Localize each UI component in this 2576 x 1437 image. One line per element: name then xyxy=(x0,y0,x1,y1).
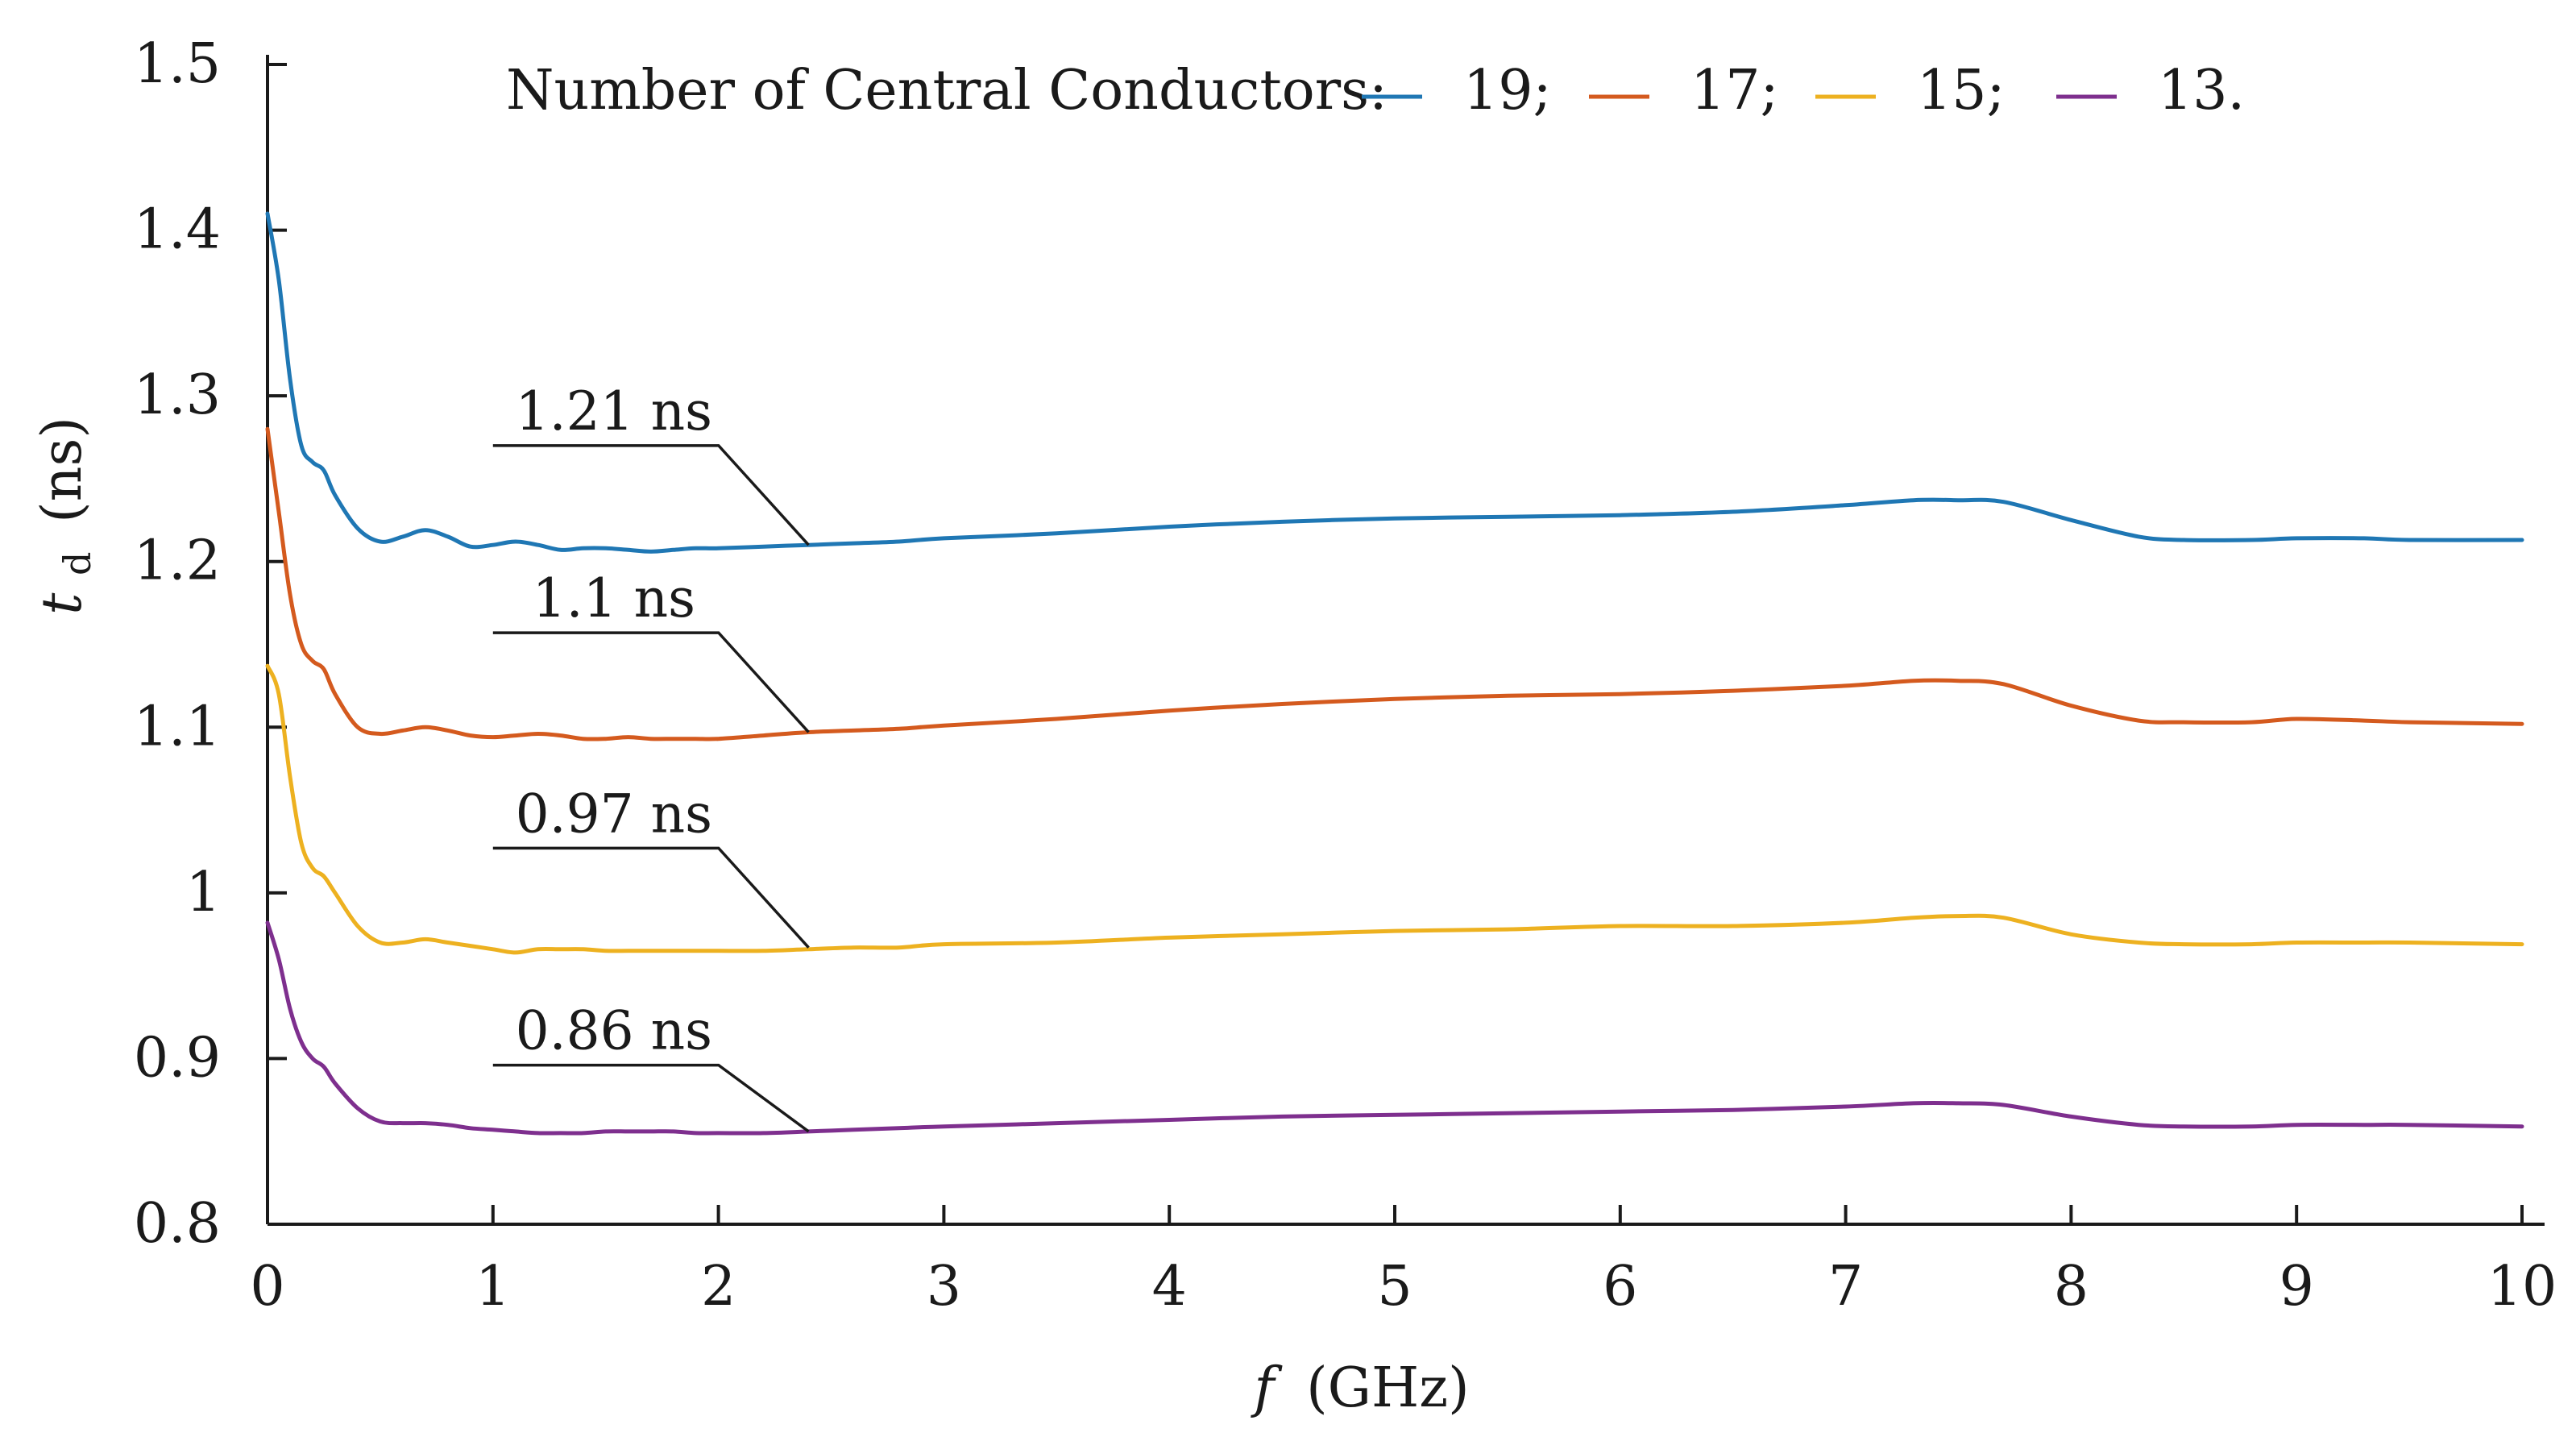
annotation-leader xyxy=(492,444,810,546)
y-tick-label: 1 xyxy=(186,861,221,924)
y-tick-label: 1.4 xyxy=(134,198,221,262)
series-line-15 xyxy=(265,663,2524,955)
annotation-leader xyxy=(492,846,810,949)
x-tick-label: 0 xyxy=(250,1255,284,1319)
y-axis-label: t d (ns) xyxy=(31,417,104,615)
annotation-label: 1.21 ns xyxy=(516,380,712,442)
x-tick-label: 2 xyxy=(701,1255,736,1319)
annotation-label: 0.86 ns xyxy=(516,1000,712,1062)
x-tick-label: 9 xyxy=(2279,1255,2314,1319)
series-line-17 xyxy=(265,426,2524,741)
y-axis-var: t xyxy=(31,592,94,615)
x-tick-label: 6 xyxy=(1603,1255,1637,1319)
y-tick-label: 1.5 xyxy=(134,32,221,96)
series-line-19 xyxy=(265,211,2524,554)
y-tick-label: 0.8 xyxy=(134,1192,221,1256)
axes xyxy=(266,55,2545,1226)
legend-label-17: 17; xyxy=(1690,59,1778,123)
x-tick-label: 7 xyxy=(1828,1255,1863,1319)
legend: Number of Central Conductors: 19; 17; 15; 1… xyxy=(506,59,2245,123)
x-tick-label: 1 xyxy=(475,1255,510,1319)
annotations: 1.21 ns 1.1 ns 0.97 ns 0.86 ns xyxy=(492,380,810,1133)
annotation-label: 0.97 ns xyxy=(516,783,712,845)
y-axis-unit: (ns) xyxy=(31,417,94,523)
legend-label-19: 19; xyxy=(1463,59,1551,123)
ticks: 0 1 2 3 4 5 6 7 8 9 10 0.8 0.9 1 1.1 1.2 1.3 1.4 1.5 xyxy=(134,32,2557,1319)
legend-title: Number of Central Conductors: xyxy=(506,59,1388,123)
x-axis-unit: (GHz) xyxy=(1306,1356,1470,1420)
series-lines xyxy=(265,211,2524,1136)
annotation-leader xyxy=(492,631,810,733)
x-tick-label: 10 xyxy=(2487,1255,2557,1319)
y-axis-sub: d xyxy=(56,551,99,575)
y-tick-label: 1.2 xyxy=(134,530,221,593)
legend-label-15: 15; xyxy=(1917,59,2005,123)
series-line-13 xyxy=(265,920,2524,1136)
x-tick-label: 3 xyxy=(927,1255,961,1319)
legend-label-13: 13. xyxy=(2158,59,2245,123)
y-tick-label: 1.1 xyxy=(134,695,221,758)
y-tick-label: 1.3 xyxy=(134,363,221,427)
x-tick-label: 8 xyxy=(2054,1255,2089,1319)
annotation-leader xyxy=(492,1063,810,1133)
x-tick-label: 5 xyxy=(1377,1255,1412,1319)
legend-entries: 19; 17; 15; 13. xyxy=(1362,59,2245,123)
y-tick-label: 0.9 xyxy=(134,1026,221,1090)
x-tick-label: 4 xyxy=(1152,1255,1187,1319)
x-axis-var: f xyxy=(1250,1356,1283,1420)
x-axis-label: f (GHz) xyxy=(1250,1356,1469,1420)
annotation-label: 1.1 ns xyxy=(533,567,695,629)
